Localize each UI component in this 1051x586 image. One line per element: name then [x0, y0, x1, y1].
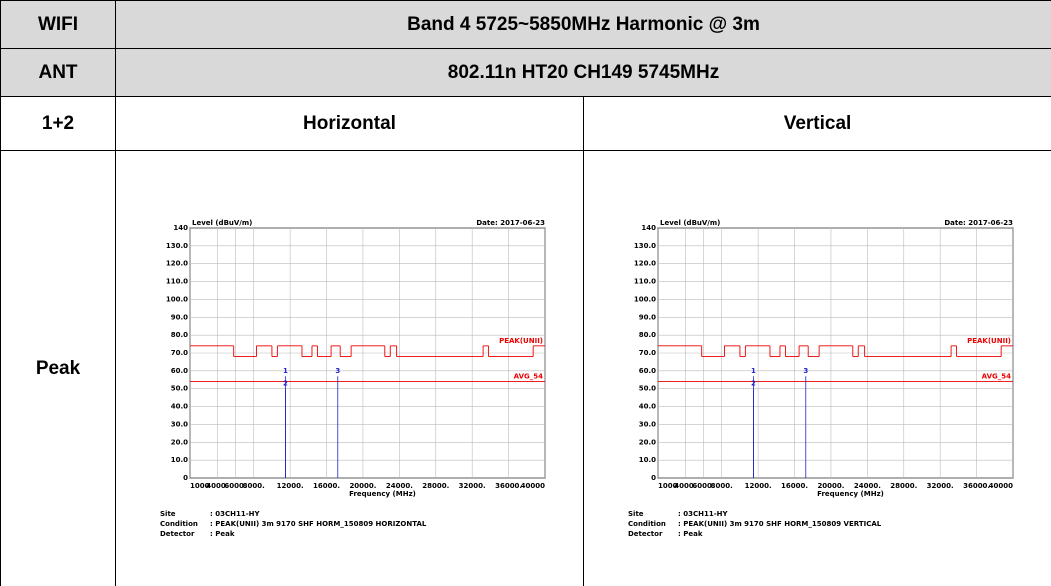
x-tick-label: 16000. — [781, 482, 808, 490]
y-tick-label: 130.0 — [166, 241, 188, 249]
info-key: Site — [628, 510, 644, 518]
info-key: Detector — [160, 530, 195, 538]
x-tick-label: 6000. — [692, 482, 714, 490]
marker-label: 1 — [283, 367, 288, 375]
x-tick-label: 32000. — [927, 482, 954, 490]
chart-cell: 0 10.0 20.0 30.0 40.0 50.0 60.0 70.0 80.0 90.0 100… — [116, 152, 583, 586]
info-key: Site — [160, 510, 176, 518]
x-tick-label: 12000. — [745, 482, 772, 490]
marker-label: 2 — [751, 379, 756, 387]
marker-label: 1 — [751, 367, 756, 375]
info-value: : PEAK(UNII) 3m 9170 SHF HORM_150809 HOR… — [210, 520, 427, 528]
cell: 802.11n HT20 CH149 5745MHz — [114, 48, 1051, 97]
y-tick-label: 120.0 — [166, 259, 188, 267]
info-value: : Peak — [678, 530, 703, 538]
limit-label: PEAK(UNII) — [967, 336, 1011, 344]
date: Date: 2017-06-23 — [476, 219, 545, 227]
y-tick-label: 140 — [173, 224, 188, 232]
chart: 0 10.0 20.0 30.0 40.0 50.0 60.0 70.0 80.0 90.0 100… — [160, 219, 546, 538]
y-tick-label: 20.0 — [171, 438, 188, 446]
x-axis-label: Frequency (MHz) — [349, 490, 416, 498]
x-tick-label: 24000. — [854, 482, 881, 490]
y-axis-label: Level (dBuV/m) — [660, 219, 720, 227]
y-tick-label: 10.0 — [171, 456, 188, 464]
x-tick-label: 4000. — [206, 482, 228, 490]
cell: Band 4 5725~5850MHz Harmonic @ 3m — [114, 0, 1051, 49]
y-tick-label: 80.0 — [171, 331, 188, 339]
x-tick-label: 36000. — [963, 482, 990, 490]
marker-label: 3 — [335, 367, 340, 375]
y-tick-label: 110.0 — [166, 277, 188, 285]
x-tick-label: 4000. — [674, 482, 696, 490]
info-value: : 03CH11-HY — [678, 510, 728, 518]
x-tick-label: 28000. — [422, 482, 449, 490]
y-tick-label: 10.0 — [639, 456, 656, 464]
x-tick-label: 20000. — [349, 482, 376, 490]
x-tick-label: 12000. — [277, 482, 304, 490]
y-tick-label: 100.0 — [166, 295, 188, 303]
y-tick-label: 120.0 — [634, 259, 656, 267]
y-tick-label: 40.0 — [639, 402, 656, 410]
y-tick-label: 90.0 — [171, 313, 188, 321]
chart-cell: 0 10.0 20.0 30.0 40.0 50.0 60.0 70.0 80.0 90.0 100… — [584, 152, 1051, 586]
info-value: : PEAK(UNII) 3m 9170 SHF HORM_150809 VER… — [678, 520, 882, 528]
x-tick-label: 1000 — [658, 482, 678, 490]
y-tick-label: 30.0 — [639, 420, 656, 428]
y-tick-label: 130.0 — [634, 241, 656, 249]
y-tick-label: 20.0 — [639, 438, 656, 446]
cell: 0 10.0 20.0 30.0 40.0 50.0 60.0 70.0 80.0 90.0 100… — [115, 150, 584, 586]
cell: 1+2 — [0, 96, 116, 151]
cell: ANT — [0, 48, 116, 97]
x-tick-label: 28000. — [890, 482, 917, 490]
info-key: Condition — [628, 520, 666, 528]
info-key: Detector — [628, 530, 663, 538]
marker-label: 3 — [803, 367, 808, 375]
y-tick-label: 70.0 — [171, 349, 188, 357]
cell: WIFI — [0, 0, 116, 49]
x-tick-label: 1000 — [190, 482, 210, 490]
cell: Peak — [0, 150, 116, 586]
y-tick-label: 140 — [641, 224, 656, 232]
y-axis-label: Level (dBuV/m) — [192, 219, 252, 227]
marker-label: 2 — [283, 379, 288, 387]
info-key: Condition — [160, 520, 198, 528]
limit-label: AVG_54 — [982, 372, 1011, 380]
y-tick-label: 90.0 — [639, 313, 656, 321]
date: Date: 2017-06-23 — [944, 219, 1013, 227]
x-tick-label: 8000. — [711, 482, 733, 490]
y-tick-label: 100.0 — [634, 295, 656, 303]
y-tick-label: 0 — [183, 474, 188, 482]
cell: Vertical — [582, 96, 1051, 151]
y-tick-label: 50.0 — [639, 384, 656, 392]
x-tick-label: 24000. — [386, 482, 413, 490]
x-tick-label: 16000. — [313, 482, 340, 490]
y-tick-label: 60.0 — [639, 366, 656, 374]
cell: Horizontal — [115, 96, 584, 151]
y-tick-label: 40.0 — [171, 402, 188, 410]
x-tick-label: 40000 — [521, 482, 545, 490]
y-tick-label: 30.0 — [171, 420, 188, 428]
chart: 0 10.0 20.0 30.0 40.0 50.0 60.0 70.0 80.0 90.0 100… — [628, 219, 1014, 538]
x-tick-label: 32000. — [459, 482, 486, 490]
x-tick-label: 40000 — [989, 482, 1013, 490]
x-tick-label: 8000. — [243, 482, 265, 490]
limit-label: PEAK(UNII) — [499, 336, 543, 344]
x-axis-label: Frequency (MHz) — [817, 490, 884, 498]
y-tick-label: 60.0 — [171, 366, 188, 374]
x-tick-label: 36000. — [495, 482, 522, 490]
limit-label: AVG_54 — [514, 372, 543, 380]
cell: 0 10.0 20.0 30.0 40.0 50.0 60.0 70.0 80.0 90.0 100… — [582, 150, 1051, 586]
info-value: : 03CH11-HY — [210, 510, 260, 518]
y-tick-label: 0 — [651, 474, 656, 482]
y-tick-label: 110.0 — [634, 277, 656, 285]
info-value: : Peak — [210, 530, 235, 538]
y-tick-label: 70.0 — [639, 349, 656, 357]
x-tick-label: 20000. — [817, 482, 844, 490]
y-tick-label: 50.0 — [171, 384, 188, 392]
y-tick-label: 80.0 — [639, 331, 656, 339]
x-tick-label: 6000. — [224, 482, 246, 490]
